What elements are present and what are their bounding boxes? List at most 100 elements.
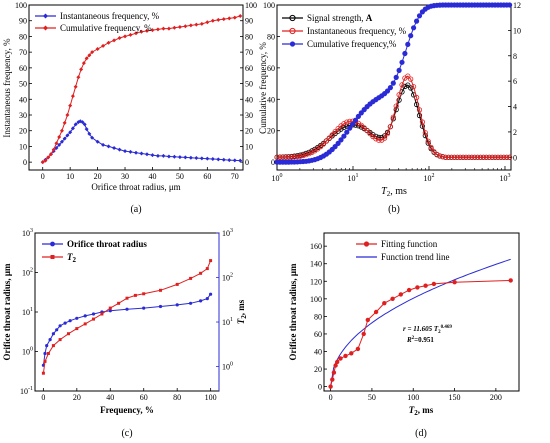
panel-d-y-tick-label: 60 (314, 330, 322, 339)
panel-b-signal-point (408, 85, 414, 91)
panel-b-instantaneous-point (422, 130, 428, 136)
panel-b-signal-point (338, 126, 344, 132)
panel-b-instantaneous-point (396, 92, 402, 98)
panel-b-instantaneous-point (285, 154, 292, 160)
panel-a-cumulative-point (183, 24, 188, 29)
panel-b-instantaneous-point (274, 154, 280, 160)
panel-a-y-right-tick-label: 10 (245, 142, 253, 151)
panel-d-y-tick-label: 140 (310, 260, 322, 269)
panel-b-cumulative-point (413, 18, 420, 24)
panel-a-cumulative-point (117, 36, 122, 40)
panel-b-instantaneous-point (408, 76, 414, 82)
panel-a-y-right-tick-label: 90 (245, 17, 253, 26)
panel-c-radius-point (48, 338, 52, 342)
panel-a-cumulative-point (150, 28, 155, 33)
panel-b-instantaneous-point (431, 149, 437, 155)
panel-a-instantaneous-point (166, 154, 171, 159)
panel-c-x-tick-label: 20 (73, 393, 81, 402)
panel-a-cumulative-point (172, 25, 177, 30)
panel-b-y-left-tick-label: 0 (271, 158, 275, 167)
panel-c-t2-point (92, 317, 95, 321)
panel-a-cumulative-point (134, 31, 138, 36)
panel-b-instantaneous-point (428, 144, 434, 151)
panel-d-fitting-point (431, 281, 437, 287)
panel-b-instantaneous-point (280, 154, 286, 160)
panel-a-instantaneous-point (59, 139, 64, 144)
panel-a-x-tick-label: 50 (176, 172, 184, 181)
panel-c-radius-point (175, 303, 179, 307)
panel-a-cumulative-point (166, 26, 171, 31)
panel-b-instantaneous-point (317, 144, 324, 150)
panel-d-fitting-point (333, 363, 338, 368)
panel-a-cumulative-point (139, 29, 144, 34)
panel-a-instantaneous-point (172, 154, 177, 159)
panel-a-y-right-tick-label: 60 (245, 64, 253, 73)
panel-d-fitting-point (335, 359, 340, 365)
panel-a-legend: Instantaneous frequency, % Cumulative fr… (35, 11, 160, 33)
panel-a-cumulative-point (238, 14, 243, 18)
panel-a-y-left-tick-label: 30 (19, 111, 27, 120)
panel-b-y-right-tick-label: 10 (513, 26, 521, 35)
panel-a-cumulative-point (188, 23, 193, 28)
panel-d-legend-label-fitting: Fitting function (381, 239, 438, 249)
panel-b-signal-point (413, 101, 420, 108)
panel-a-y-right-tick-label: 50 (245, 80, 253, 89)
panel-b-cumulative-point (416, 13, 423, 19)
panel-b-instantaneous-point (425, 138, 431, 144)
panel-c-t2-point (189, 276, 193, 280)
panel-a-cumulative-point (59, 128, 64, 133)
panel-a-x-tick-label: 60 (203, 172, 211, 181)
panel-b-instantaneous-point (495, 154, 501, 160)
panel-a-cumulative-point (155, 27, 160, 32)
panel-b-instantaneous-point (288, 154, 295, 160)
panel-a-y-left-tick-label: 20 (19, 127, 27, 136)
panel-c-x-tick-label: 80 (173, 393, 181, 402)
panel-a-cumulative-point (101, 43, 106, 48)
panel-b-signal-point (396, 97, 402, 103)
panel-a-instantaneous-point (101, 142, 106, 147)
panel-b-instantaneous-point (498, 154, 504, 160)
panel-b-instantaneous-point (457, 154, 463, 160)
panel-c-t2-point (75, 327, 79, 331)
panel-c-radius-point (158, 304, 163, 309)
panel-a-x-axis-label: Orifice throat radius, μm (91, 182, 180, 192)
panel-a-cumulative-point (76, 75, 81, 80)
panel-b-legend-marker-instantaneous (289, 27, 296, 35)
panel-a-instantaneous-point (150, 153, 155, 158)
panel-a-y-left-tick-label: 10 (19, 142, 27, 151)
panel-b-instantaneous-point (320, 141, 327, 147)
panel-a-x-tick-label: 70 (231, 172, 239, 181)
panel-a-cumulative-point (54, 141, 59, 146)
panel-b-y-left-tick-label: 60 (267, 64, 275, 73)
panel-a-cumulative-point (90, 50, 95, 55)
panel-c-radius-line (42, 293, 212, 366)
panel-b-cumulative-point (347, 125, 353, 131)
panel-b-instantaneous-point (483, 154, 489, 160)
panel-d-fitting-point (390, 296, 395, 301)
panel-d-x-tick-label: 50 (368, 393, 376, 402)
panel-d-fitting-point (365, 317, 370, 323)
panel-a-cumulative-point (112, 38, 117, 43)
panel-b-y-right-tick-label: 8 (513, 52, 517, 61)
panel-c-y-left-tick-label: 103 (22, 228, 33, 238)
panel-a-y-left-label: Instantaneous frequency, % (2, 38, 12, 138)
panel-d-fitting-point (373, 309, 379, 315)
panel-c-y-left-tick-label: 102 (22, 268, 33, 278)
panel-a-y-left-tick-label: 100 (15, 1, 27, 10)
panel-a-cumulative-point (87, 53, 92, 58)
panel-b-legend-label-cumulative: Cumulative frequency,% (307, 39, 397, 49)
panel-a-instantaneous-point (238, 158, 243, 163)
panel-a-cumulative-point (221, 17, 226, 22)
panel-a-cumulative-point (128, 32, 133, 37)
panel-b-cumulative-point (393, 74, 399, 81)
panel-a-instantaneous-point (205, 156, 210, 161)
panel-b-y-left-tick-label: 80 (267, 32, 275, 41)
panel-b-cumulative-point (506, 2, 513, 8)
panel-b-y-right-tick-label: 2 (513, 128, 517, 137)
panel-c-t2-point (117, 301, 121, 305)
panel-a-legend-marker-instantaneous (43, 13, 48, 19)
panel-b-cumulative-point (390, 80, 396, 86)
panel-b-x-tick-label: 102 (423, 173, 434, 183)
panel-a-cumulative-point (62, 120, 67, 125)
